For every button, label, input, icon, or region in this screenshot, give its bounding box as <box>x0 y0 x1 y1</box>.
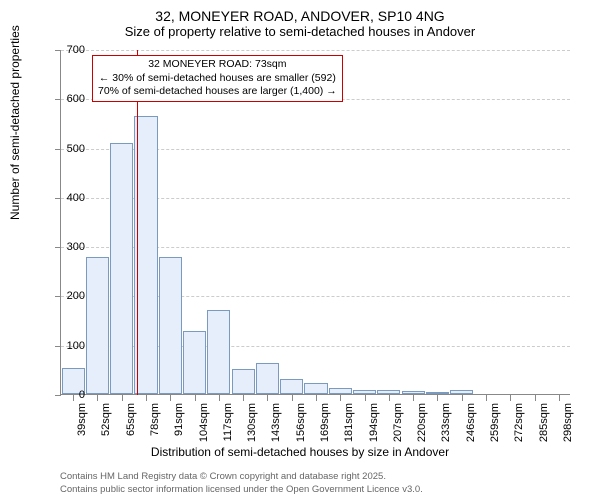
x-tick <box>316 395 317 401</box>
x-tick-label: 246sqm <box>465 403 477 442</box>
x-tick-label: 39sqm <box>76 403 88 436</box>
histogram-bar <box>304 383 327 394</box>
x-tick <box>365 395 366 401</box>
x-tick <box>146 395 147 401</box>
histogram-bar <box>402 391 425 394</box>
annotation-line: ← 30% of semi-detached houses are smalle… <box>98 72 337 86</box>
x-tick <box>462 395 463 401</box>
histogram-bar <box>183 331 206 394</box>
y-tick-label: 200 <box>45 290 85 302</box>
y-tick-label: 100 <box>45 340 85 352</box>
x-tick-label: 143sqm <box>270 403 282 442</box>
x-tick-label: 130sqm <box>246 403 258 442</box>
x-tick <box>510 395 511 401</box>
histogram-bar <box>426 392 449 394</box>
x-tick <box>486 395 487 401</box>
chart-title-block: 32, MONEYER ROAD, ANDOVER, SP10 4NG Size… <box>0 0 600 39</box>
x-tick <box>437 395 438 401</box>
x-tick-label: 65sqm <box>125 403 137 436</box>
histogram-bar <box>86 257 109 394</box>
x-tick-label: 181sqm <box>343 403 355 442</box>
histogram-bar <box>256 363 279 394</box>
chart-title-line1: 32, MONEYER ROAD, ANDOVER, SP10 4NG <box>0 8 600 24</box>
x-tick-label: 259sqm <box>489 403 501 442</box>
x-axis-label: Distribution of semi-detached houses by … <box>0 445 600 459</box>
y-tick-label: 0 <box>45 389 85 401</box>
x-tick-label: 52sqm <box>100 403 112 436</box>
x-tick <box>559 395 560 401</box>
x-tick <box>243 395 244 401</box>
y-tick-label: 700 <box>45 44 85 56</box>
x-tick-label: 169sqm <box>319 403 331 442</box>
x-tick <box>170 395 171 401</box>
x-tick-label: 78sqm <box>149 403 161 436</box>
x-tick-label: 207sqm <box>392 403 404 442</box>
x-tick-label: 194sqm <box>368 403 380 442</box>
y-tick-label: 300 <box>45 241 85 253</box>
x-tick <box>267 395 268 401</box>
x-tick <box>122 395 123 401</box>
x-tick-label: 285sqm <box>538 403 550 442</box>
x-tick <box>535 395 536 401</box>
annotation-line: 70% of semi-detached houses are larger (… <box>98 85 337 99</box>
histogram-bar <box>110 143 133 394</box>
attribution-line2: Contains public sector information licen… <box>60 484 423 496</box>
attribution-text: Contains HM Land Registry data © Crown c… <box>60 471 423 496</box>
annotation-line: 32 MONEYER ROAD: 73sqm <box>98 58 337 72</box>
histogram-bar <box>207 310 230 394</box>
x-tick-label: 117sqm <box>222 403 234 441</box>
y-tick-label: 600 <box>45 93 85 105</box>
x-tick <box>97 395 98 401</box>
x-tick <box>340 395 341 401</box>
y-axis-label: Number of semi-detached properties <box>8 25 22 220</box>
x-tick <box>389 395 390 401</box>
x-tick-label: 91sqm <box>173 403 185 436</box>
histogram-bar <box>159 257 182 394</box>
histogram-bar <box>280 379 303 394</box>
y-tick-label: 400 <box>45 192 85 204</box>
x-tick-label: 272sqm <box>513 403 525 442</box>
x-tick <box>219 395 220 401</box>
x-tick-label: 104sqm <box>198 403 210 442</box>
histogram-bar <box>329 388 352 394</box>
x-tick-label: 233sqm <box>440 403 452 442</box>
attribution-line1: Contains HM Land Registry data © Crown c… <box>60 471 423 483</box>
y-tick-label: 500 <box>45 143 85 155</box>
x-tick-label: 298sqm <box>562 403 574 442</box>
x-tick <box>195 395 196 401</box>
histogram-bar <box>377 390 400 394</box>
annotation-box: 32 MONEYER ROAD: 73sqm← 30% of semi-deta… <box>92 55 343 102</box>
x-tick <box>413 395 414 401</box>
x-tick-label: 156sqm <box>295 403 307 442</box>
x-tick-label: 220sqm <box>416 403 428 442</box>
x-tick <box>292 395 293 401</box>
histogram-bar <box>450 390 473 394</box>
histogram-bar <box>353 390 376 394</box>
chart-title-line2: Size of property relative to semi-detach… <box>0 24 600 39</box>
histogram-bar <box>232 369 255 394</box>
